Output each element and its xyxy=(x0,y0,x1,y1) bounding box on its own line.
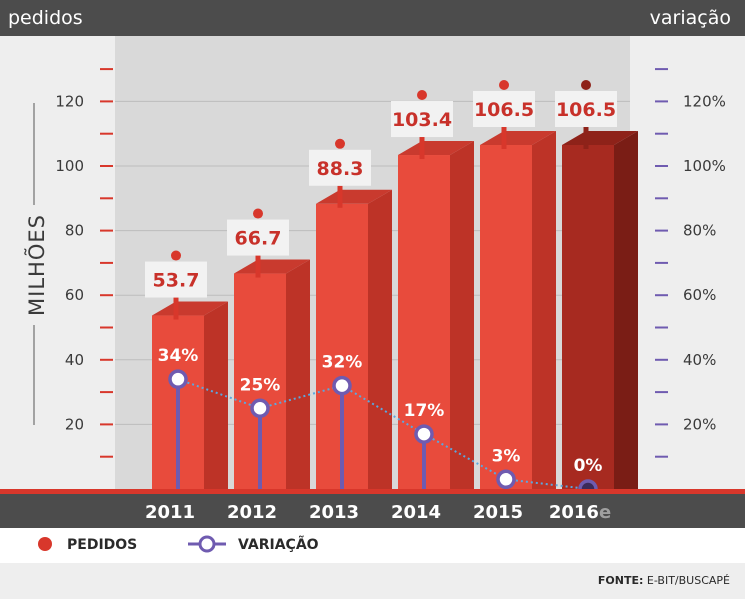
right-axis-tick-label: 20% xyxy=(683,415,716,433)
bar-top-2013 xyxy=(316,189,392,204)
baseline xyxy=(0,489,745,494)
bar-side-2011 xyxy=(204,301,228,489)
source-note: FONTE: E-BIT/BUSCAPÉ xyxy=(598,574,730,587)
right-axis-tick-label: 60% xyxy=(683,286,716,304)
left-axis-tick-label: 100 xyxy=(55,157,84,175)
value-pin-head xyxy=(581,80,591,91)
bar-top-2016e xyxy=(562,131,638,146)
legend-pedidos-marker xyxy=(38,537,52,551)
variacao-label-2016e: 0% xyxy=(574,456,603,476)
value-label-box xyxy=(227,219,289,256)
right-axis-tick-label: 80% xyxy=(683,222,716,240)
bar-top-2011 xyxy=(152,301,228,316)
value-label-2012: 66.7 xyxy=(235,228,282,250)
x-tick-label-2015: 2015 xyxy=(473,502,523,523)
left-axis-tick-label: 20 xyxy=(65,415,84,433)
bar-top-2015 xyxy=(480,131,556,146)
x-axis-band xyxy=(0,494,745,528)
x-tick-label-suffix: e xyxy=(599,502,611,523)
value-label-2016e: 106.5 xyxy=(556,99,616,121)
variacao-point-2014 xyxy=(414,424,434,444)
right-axis-tick-label: 100% xyxy=(683,157,726,175)
value-pin-head xyxy=(499,80,509,91)
variacao-point-2011 xyxy=(168,369,188,389)
value-label-box xyxy=(473,91,535,128)
variacao-line-segment xyxy=(259,384,343,410)
variacao-line-segment xyxy=(341,384,425,435)
bar-top-2012 xyxy=(234,259,310,274)
variacao-line-segment xyxy=(423,433,507,481)
x-tick-label-main: 2016 xyxy=(549,502,599,523)
value-label-2011: 53.7 xyxy=(153,270,200,292)
left-axis-tick-label: 80 xyxy=(65,222,84,240)
bar-2016e xyxy=(562,145,614,489)
value-label-2014: 103.4 xyxy=(392,109,452,131)
plot-background-right xyxy=(630,36,745,492)
value-label-2015: 106.5 xyxy=(474,99,534,121)
value-label-box xyxy=(555,91,617,128)
variacao-line-segment xyxy=(505,478,589,490)
x-tick-label-2014: 2014 xyxy=(391,502,441,523)
x-tick-label-main: 2013 xyxy=(309,502,359,523)
legend-variacao-marker xyxy=(198,535,216,553)
x-tick-label-2013: 2013 xyxy=(309,502,359,523)
variacao-point-2013 xyxy=(332,375,352,396)
plot-background-left xyxy=(0,36,115,492)
value-pin-head xyxy=(171,250,181,261)
variacao-point-2012 xyxy=(250,398,270,418)
header-right-label: variação xyxy=(650,7,731,29)
variacao-label-2011: 34% xyxy=(158,346,199,366)
value-label-box xyxy=(145,261,207,298)
variacao-label-2013: 32% xyxy=(322,353,363,373)
right-axis-tick-label: 120% xyxy=(683,92,726,110)
bar-top-2014 xyxy=(398,141,474,156)
header-left-label: pedidos xyxy=(8,7,83,29)
bar-side-2014 xyxy=(450,141,474,489)
value-pin-head xyxy=(417,90,427,101)
left-axis-tick-label: 120 xyxy=(55,92,84,110)
x-tick-label-main: 2015 xyxy=(473,502,523,523)
source-text: E-BIT/BUSCAPÉ xyxy=(647,574,730,587)
value-label-box xyxy=(391,101,453,138)
variacao-point-2015 xyxy=(496,469,516,490)
right-axis-tick-label: 40% xyxy=(683,351,716,369)
legend-pedidos-label: PEDIDOS xyxy=(67,537,137,553)
variacao-label-2012: 25% xyxy=(240,375,281,395)
value-label-box xyxy=(309,149,371,186)
value-pin-head xyxy=(253,208,263,219)
value-label-2013: 88.3 xyxy=(317,158,364,180)
x-tick-label-main: 2014 xyxy=(391,502,441,523)
bar-side-2016e xyxy=(614,131,638,489)
x-tick-label-2011: 2011 xyxy=(145,502,195,523)
left-axis-tick-label: 40 xyxy=(65,351,84,369)
value-pin-head xyxy=(335,138,345,149)
y-axis-title: MILHÕES xyxy=(23,214,49,316)
x-tick-label-2012: 2012 xyxy=(227,502,277,523)
x-tick-label-main: 2011 xyxy=(145,502,195,523)
x-tick-label-main: 2012 xyxy=(227,502,277,523)
bar-2015 xyxy=(480,145,532,489)
variacao-label-2015: 3% xyxy=(492,446,521,466)
legend-variacao-label: VARIAÇÃO xyxy=(238,536,319,553)
bar-side-2012 xyxy=(286,259,310,489)
x-tick-label-2016e: 2016e xyxy=(549,502,611,523)
header-bar xyxy=(0,0,745,36)
variacao-label-2014: 17% xyxy=(404,401,445,421)
footer-band xyxy=(0,563,745,599)
source-label: FONTE: xyxy=(598,574,644,587)
bar-side-2015 xyxy=(532,131,556,489)
left-axis-tick-label: 60 xyxy=(65,286,84,304)
bar-side-2013 xyxy=(368,189,392,489)
